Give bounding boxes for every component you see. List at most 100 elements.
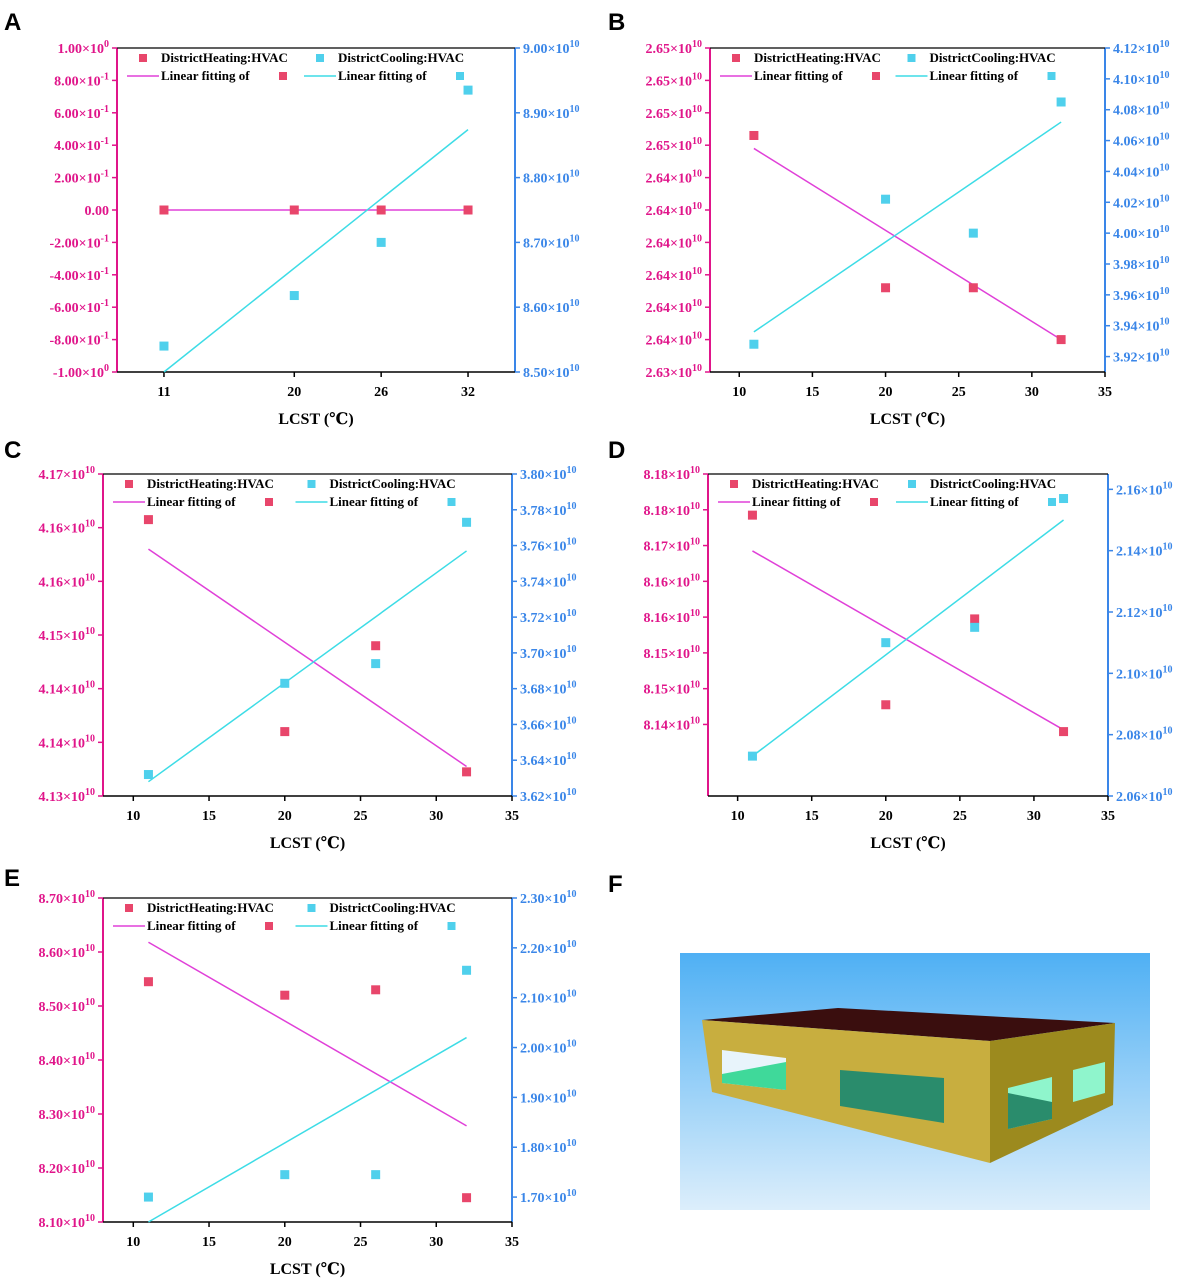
left-tick-label: -4.00×10-1	[50, 266, 109, 284]
left-tick-label: 2.65×1010	[646, 39, 702, 57]
right-tick-label: 2.12×1010	[1116, 603, 1172, 621]
x-tick-label: 20	[879, 809, 893, 824]
legend-heating-fit-marker	[872, 72, 880, 80]
left-tick-label: 8.00×10-1	[54, 71, 109, 89]
heating-point	[371, 641, 381, 651]
cooling-point	[159, 341, 169, 351]
legend-cooling-fit-marker	[456, 72, 464, 80]
x-tick-label: 30	[1027, 809, 1041, 824]
right-tick-label: 3.92×1010	[1113, 348, 1169, 366]
cooling-point	[881, 638, 891, 648]
cooling-point	[371, 1170, 381, 1180]
legend-cooling-fit-marker	[447, 498, 456, 506]
x-tick-label: 10	[732, 385, 746, 400]
legend-cooling-marker	[307, 904, 316, 912]
x-tick-label: 35	[1098, 385, 1112, 400]
x-tick-label: 10	[126, 1235, 140, 1250]
right-tick-label: 8.80×1010	[523, 169, 579, 187]
left-tick-label: 2.65×1010	[646, 71, 702, 89]
x-tick-label: 25	[953, 809, 967, 824]
building-roof	[702, 1008, 1115, 1041]
heating-point	[747, 510, 757, 520]
right-tick-label: 3.66×1010	[520, 715, 576, 733]
x-tick-label: 20	[879, 385, 893, 400]
window-side-right	[1073, 1062, 1105, 1102]
x-tick-label: 15	[805, 809, 819, 824]
x-axis-label: LCST (℃)	[270, 1261, 345, 1278]
x-tick-label: 30	[429, 1235, 443, 1250]
left-tick-label: 2.65×1010	[646, 136, 702, 154]
heating-point	[462, 1193, 472, 1203]
left-tick-label: 2.63×1010	[646, 363, 702, 381]
left-tick-label: 4.14×1010	[39, 680, 95, 698]
right-tick-label: 4.08×1010	[1113, 101, 1169, 119]
cooling-point	[462, 517, 472, 527]
left-tick-label: 4.15×1010	[39, 626, 95, 644]
x-tick-label: 30	[429, 809, 443, 824]
legend-cooling-fit-label: Linear fitting of	[930, 494, 1019, 509]
x-tick-label: 11	[157, 385, 170, 400]
right-tick-label: 2.00×1010	[520, 1039, 576, 1057]
right-tick-label: 3.70×1010	[520, 644, 576, 662]
left-tick-label: 2.64×1010	[646, 266, 702, 284]
left-tick-label: 6.00×10-1	[54, 104, 109, 122]
x-axis-label: LCST (℃)	[870, 411, 945, 428]
panel-letter-b: B	[608, 9, 625, 36]
left-tick-label: 2.00×10-1	[54, 169, 109, 187]
x-tick-label: 10	[731, 809, 745, 824]
window-front-center	[840, 1070, 944, 1123]
right-tick-label: 8.90×1010	[523, 104, 579, 122]
right-tick-label: 2.16×1010	[1116, 480, 1172, 498]
right-tick-label: 3.64×1010	[520, 751, 576, 769]
building-side-wall	[990, 1023, 1115, 1163]
right-tick-label: 2.14×1010	[1116, 542, 1172, 560]
left-tick-label: 2.64×1010	[646, 233, 702, 251]
right-tick-label: 2.30×1010	[520, 889, 576, 907]
heating-point	[143, 977, 153, 987]
legend-heating-marker	[730, 480, 738, 488]
cooling-point	[1056, 97, 1066, 107]
heating-point	[1059, 727, 1069, 737]
heating-point	[463, 205, 473, 215]
right-tick-label: 8.70×1010	[523, 233, 579, 251]
legend-heating-fit-marker	[279, 72, 287, 80]
right-tick-label: 4.00×1010	[1113, 224, 1169, 242]
x-axis-label: LCST (℃)	[870, 835, 945, 852]
left-tick-label: 8.70×1010	[39, 889, 95, 907]
left-tick-label: 2.64×1010	[646, 298, 702, 316]
right-tick-label: 4.12×1010	[1113, 39, 1169, 57]
legend-heating-fit-marker	[870, 498, 878, 506]
heating-point	[289, 205, 299, 215]
x-tick-label: 35	[505, 809, 519, 824]
left-tick-label: 4.16×1010	[39, 519, 95, 537]
legend-heating-marker	[125, 480, 133, 488]
heating-point	[371, 985, 381, 995]
x-tick-label: 25	[354, 809, 368, 824]
heating-fit-line	[148, 548, 467, 768]
legend-cooling-label: DistrictCooling:HVAC	[330, 476, 456, 491]
left-tick-label: 0.00	[85, 204, 110, 219]
legend-cooling-label: DistrictCooling:HVAC	[930, 50, 1056, 65]
heating-point	[881, 283, 891, 293]
left-tick-label: -2.00×10-1	[50, 233, 109, 251]
legend-heating-label: DistrictHeating:HVAC	[147, 900, 274, 915]
left-tick-label: 4.17×1010	[39, 465, 95, 483]
right-tick-label: 1.90×1010	[520, 1088, 576, 1106]
cooling-fit-line	[753, 121, 1062, 333]
left-tick-label: 8.14×1010	[644, 715, 700, 733]
left-tick-label: 1.00×100	[58, 39, 109, 57]
cooling-point	[143, 770, 153, 780]
legend-heating-label: DistrictHeating:HVAC	[754, 50, 881, 65]
left-tick-label: 8.10×1010	[39, 1213, 95, 1231]
legend-cooling-fit-label: Linear fitting of	[330, 918, 419, 933]
x-tick-label: 10	[126, 809, 140, 824]
x-tick-label: 30	[1025, 385, 1039, 400]
left-tick-label: 4.13×1010	[39, 787, 95, 805]
right-tick-label: 2.06×1010	[1116, 787, 1172, 805]
right-tick-label: 2.10×1010	[1116, 664, 1172, 682]
heating-point	[462, 767, 472, 777]
left-tick-label: 2.64×1010	[646, 331, 702, 349]
legend-heating-fit-label: Linear fitting of	[161, 68, 250, 83]
left-tick-label: 2.65×1010	[646, 104, 702, 122]
legend-heating-fit-label: Linear fitting of	[147, 494, 236, 509]
